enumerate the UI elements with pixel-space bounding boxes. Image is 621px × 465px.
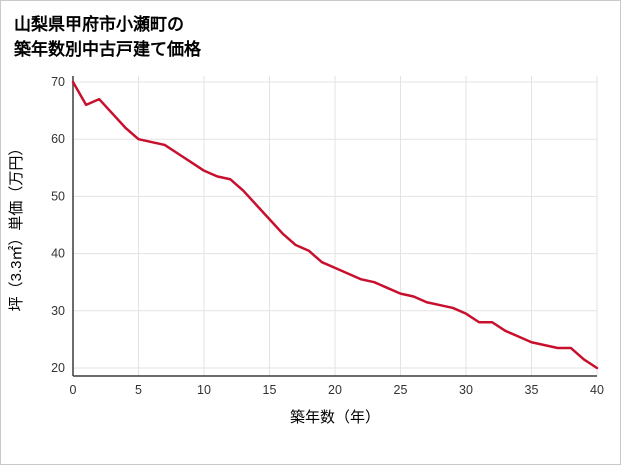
chart-title: 山梨県甲府市小瀬町の 築年数別中古戸建て価格 [1,1,620,64]
x-tick-label: 0 [70,383,77,397]
x-tick-label: 25 [394,383,408,397]
x-tick-label: 10 [197,383,211,397]
price-series-line [71,81,599,370]
x-tick-label: 30 [459,383,473,397]
x-axis-title: 築年数（年） [290,408,380,426]
x-tick-label: 35 [525,383,539,397]
y-tick-label: 30 [51,304,65,318]
x-tick-label: 40 [590,383,604,397]
y-axis-title: 坪（3.3㎡）単価（万円） [8,141,25,312]
x-tick-label: 15 [263,383,277,397]
x-tick-label: 5 [135,383,142,397]
y-tick-label: 40 [51,247,65,261]
y-tick-label: 50 [51,190,65,204]
chart-title-line1: 山梨県甲府市小瀬町の [14,15,184,34]
y-tick-label: 20 [51,361,65,375]
chart-title-line2: 築年数別中古戸建て価格 [14,39,201,59]
x-tick-label: 20 [328,383,342,397]
price-by-building-age-line-chart: 20 30 40 50 60 70 0 5 10 15 20 25 30 35 40 築年数（年） 坪（3.3㎡… [8,75,604,426]
y-tick-label: 60 [51,132,65,146]
y-tick-label: 70 [51,75,65,89]
